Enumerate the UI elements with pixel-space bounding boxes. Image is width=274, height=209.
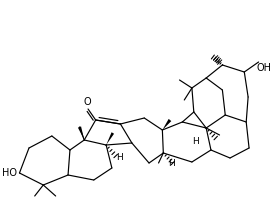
Polygon shape (162, 119, 171, 130)
Text: HO: HO (2, 168, 17, 178)
Polygon shape (106, 132, 114, 145)
Text: O: O (83, 97, 91, 107)
Polygon shape (78, 126, 84, 140)
Text: H: H (168, 158, 175, 167)
Text: H: H (192, 136, 199, 145)
Text: OH: OH (257, 63, 272, 73)
Text: H: H (116, 153, 122, 163)
